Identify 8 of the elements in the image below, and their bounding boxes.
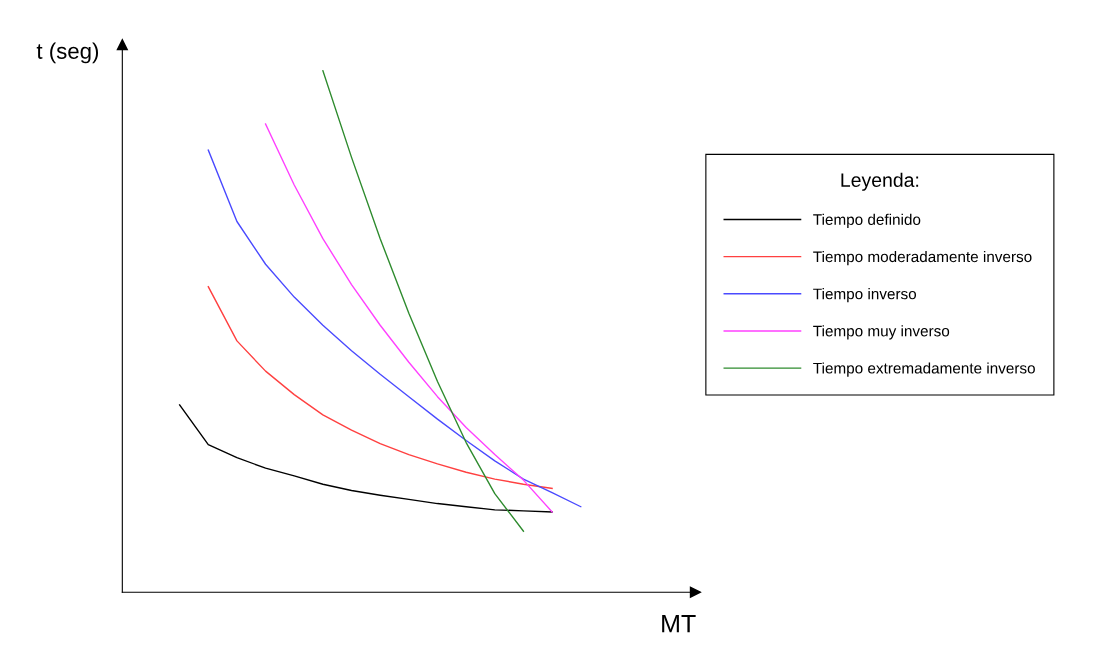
legend-title: Leyenda:	[841, 172, 919, 191]
legend-label: Tiempo definido	[813, 213, 921, 228]
legend-label: Tiempo inverso	[813, 288, 917, 303]
legend-label: Tiempo moderadamente inverso	[813, 250, 1032, 266]
y-axis-title: t (seg)	[36, 42, 99, 64]
legend-label: Tiempo muy inverso	[813, 325, 950, 340]
legend-label: Tiempo extremadamente inverso	[813, 362, 1035, 377]
x-axis-title: MT	[662, 615, 696, 633]
